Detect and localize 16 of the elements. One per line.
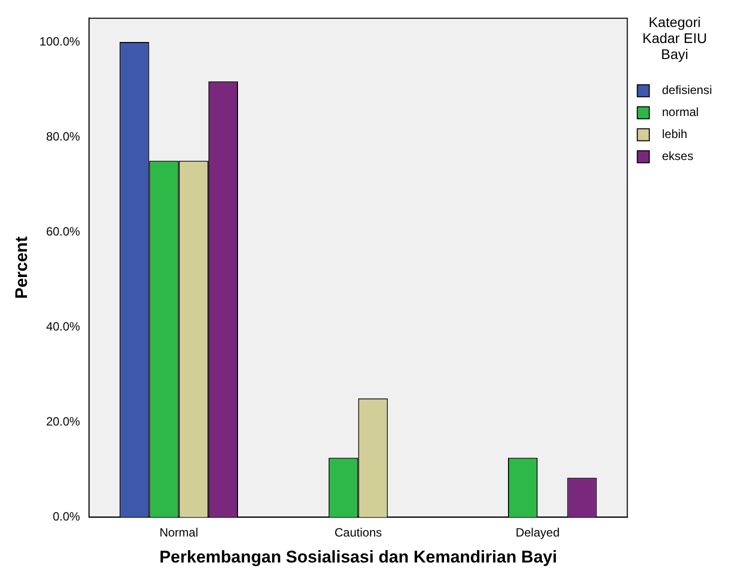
- y-tick-label: 80.0%: [46, 129, 80, 144]
- legend-label: defisiensi: [655, 83, 712, 98]
- legend-label: normal: [655, 105, 699, 120]
- y-tick-label: 100.0%: [39, 34, 80, 48]
- y-tick-label: 0.0%: [52, 510, 80, 524]
- x-tick-label: Normal: [159, 526, 198, 540]
- y-tick-label: 60.0%: [46, 224, 80, 238]
- x-axis-title: Perkembangan Sosialisasi dan Kemandirian Bayi: [159, 547, 558, 566]
- y-tick-label: 40.0%: [46, 319, 80, 334]
- x-tick-label: Cautions: [334, 526, 382, 540]
- y-axis-title: Percent: [12, 236, 31, 299]
- legend-label: ekses: [655, 149, 694, 164]
- legend-title: Kategori Kadar EIU Bayi: [642, 14, 707, 62]
- y-tick-label: 20.0%: [46, 414, 80, 428]
- x-tick-label: Delayed: [516, 526, 560, 540]
- legend-label: lebih: [655, 127, 688, 142]
